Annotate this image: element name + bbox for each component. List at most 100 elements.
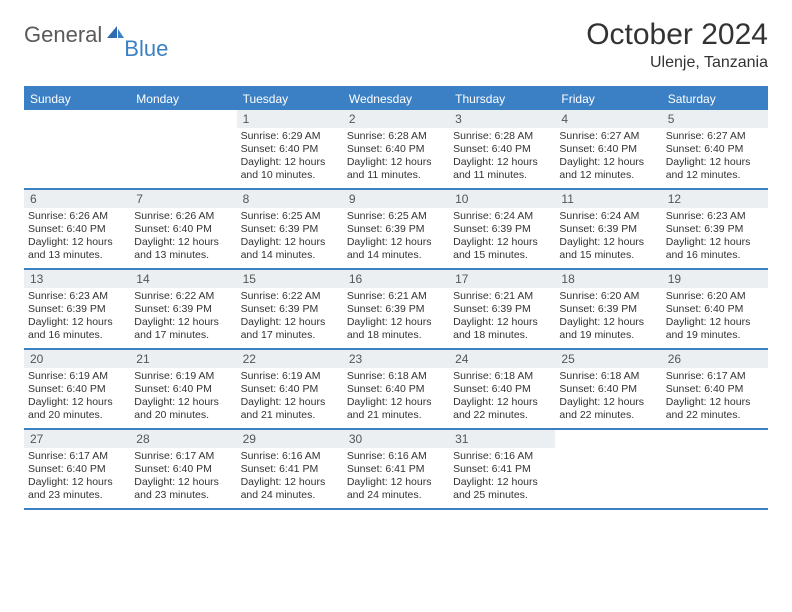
sunset-text: Sunset: 6:40 PM xyxy=(347,383,445,396)
day-body: Sunrise: 6:17 AMSunset: 6:40 PMDaylight:… xyxy=(662,368,768,427)
day-number: 31 xyxy=(449,430,555,448)
day-cell: 6Sunrise: 6:26 AMSunset: 6:40 PMDaylight… xyxy=(24,190,130,268)
day-body: Sunrise: 6:19 AMSunset: 6:40 PMDaylight:… xyxy=(130,368,236,427)
sunrise-text: Sunrise: 6:19 AM xyxy=(241,370,339,383)
sunset-text: Sunset: 6:40 PM xyxy=(241,383,339,396)
day-number: 9 xyxy=(343,190,449,208)
sunrise-text: Sunrise: 6:28 AM xyxy=(347,130,445,143)
sunset-text: Sunset: 6:40 PM xyxy=(134,463,232,476)
daylight-text: Daylight: 12 hours and 20 minutes. xyxy=(134,396,232,422)
day-number: 14 xyxy=(130,270,236,288)
daylight-text: Daylight: 12 hours and 21 minutes. xyxy=(347,396,445,422)
sunrise-text: Sunrise: 6:18 AM xyxy=(453,370,551,383)
location-label: Ulenje, Tanzania xyxy=(586,54,768,72)
day-cell: 14Sunrise: 6:22 AMSunset: 6:39 PMDayligh… xyxy=(130,270,236,348)
sunrise-text: Sunrise: 6:29 AM xyxy=(241,130,339,143)
day-number: 1 xyxy=(237,110,343,128)
sunrise-text: Sunrise: 6:22 AM xyxy=(134,290,232,303)
sunrise-text: Sunrise: 6:16 AM xyxy=(347,450,445,463)
sunset-text: Sunset: 6:39 PM xyxy=(241,303,339,316)
sunset-text: Sunset: 6:39 PM xyxy=(347,223,445,236)
sunrise-text: Sunrise: 6:20 AM xyxy=(559,290,657,303)
day-body: Sunrise: 6:16 AMSunset: 6:41 PMDaylight:… xyxy=(449,448,555,507)
sunset-text: Sunset: 6:40 PM xyxy=(28,223,126,236)
day-number: 18 xyxy=(555,270,661,288)
daylight-text: Daylight: 12 hours and 13 minutes. xyxy=(28,236,126,262)
day-cell: 15Sunrise: 6:22 AMSunset: 6:39 PMDayligh… xyxy=(237,270,343,348)
day-number: 11 xyxy=(555,190,661,208)
brand-logo: General Blue xyxy=(24,18,174,48)
day-body: Sunrise: 6:25 AMSunset: 6:39 PMDaylight:… xyxy=(343,208,449,267)
day-cell: . xyxy=(24,110,130,188)
day-cell: 3Sunrise: 6:28 AMSunset: 6:40 PMDaylight… xyxy=(449,110,555,188)
day-cell: 13Sunrise: 6:23 AMSunset: 6:39 PMDayligh… xyxy=(24,270,130,348)
daylight-text: Daylight: 12 hours and 22 minutes. xyxy=(453,396,551,422)
week-row: 27Sunrise: 6:17 AMSunset: 6:40 PMDayligh… xyxy=(24,430,768,510)
week-row: ..1Sunrise: 6:29 AMSunset: 6:40 PMDaylig… xyxy=(24,110,768,190)
calendar: Sunday Monday Tuesday Wednesday Thursday… xyxy=(24,86,768,510)
day-body: Sunrise: 6:24 AMSunset: 6:39 PMDaylight:… xyxy=(555,208,661,267)
sunset-text: Sunset: 6:39 PM xyxy=(559,303,657,316)
day-body: Sunrise: 6:26 AMSunset: 6:40 PMDaylight:… xyxy=(130,208,236,267)
brand-text-blue: Blue xyxy=(124,36,168,62)
sunset-text: Sunset: 6:41 PM xyxy=(453,463,551,476)
sunrise-text: Sunrise: 6:25 AM xyxy=(241,210,339,223)
sunset-text: Sunset: 6:40 PM xyxy=(453,383,551,396)
sunrise-text: Sunrise: 6:20 AM xyxy=(666,290,764,303)
day-number: 25 xyxy=(555,350,661,368)
sunrise-text: Sunrise: 6:18 AM xyxy=(559,370,657,383)
day-number: 2 xyxy=(343,110,449,128)
daylight-text: Daylight: 12 hours and 15 minutes. xyxy=(453,236,551,262)
day-cell: 7Sunrise: 6:26 AMSunset: 6:40 PMDaylight… xyxy=(130,190,236,268)
day-cell: 26Sunrise: 6:17 AMSunset: 6:40 PMDayligh… xyxy=(662,350,768,428)
daylight-text: Daylight: 12 hours and 20 minutes. xyxy=(28,396,126,422)
day-number: 3 xyxy=(449,110,555,128)
daylight-text: Daylight: 12 hours and 19 minutes. xyxy=(666,316,764,342)
sunrise-text: Sunrise: 6:17 AM xyxy=(666,370,764,383)
sunrise-text: Sunrise: 6:27 AM xyxy=(666,130,764,143)
sunrise-text: Sunrise: 6:23 AM xyxy=(28,290,126,303)
sunset-text: Sunset: 6:39 PM xyxy=(347,303,445,316)
sunset-text: Sunset: 6:40 PM xyxy=(347,143,445,156)
week-row: 13Sunrise: 6:23 AMSunset: 6:39 PMDayligh… xyxy=(24,270,768,350)
sunset-text: Sunset: 6:39 PM xyxy=(241,223,339,236)
day-number: 30 xyxy=(343,430,449,448)
daylight-text: Daylight: 12 hours and 17 minutes. xyxy=(241,316,339,342)
day-cell: 18Sunrise: 6:20 AMSunset: 6:39 PMDayligh… xyxy=(555,270,661,348)
day-number: 8 xyxy=(237,190,343,208)
day-body: Sunrise: 6:18 AMSunset: 6:40 PMDaylight:… xyxy=(449,368,555,427)
daylight-text: Daylight: 12 hours and 22 minutes. xyxy=(666,396,764,422)
sunrise-text: Sunrise: 6:19 AM xyxy=(134,370,232,383)
day-cell: 20Sunrise: 6:19 AMSunset: 6:40 PMDayligh… xyxy=(24,350,130,428)
day-body: Sunrise: 6:17 AMSunset: 6:40 PMDaylight:… xyxy=(130,448,236,507)
day-number: 21 xyxy=(130,350,236,368)
daylight-text: Daylight: 12 hours and 18 minutes. xyxy=(453,316,551,342)
day-body: Sunrise: 6:28 AMSunset: 6:40 PMDaylight:… xyxy=(449,128,555,187)
sunrise-text: Sunrise: 6:25 AM xyxy=(347,210,445,223)
day-number: 27 xyxy=(24,430,130,448)
sunrise-text: Sunrise: 6:16 AM xyxy=(453,450,551,463)
daylight-text: Daylight: 12 hours and 12 minutes. xyxy=(559,156,657,182)
daylight-text: Daylight: 12 hours and 18 minutes. xyxy=(347,316,445,342)
day-body: Sunrise: 6:20 AMSunset: 6:39 PMDaylight:… xyxy=(555,288,661,347)
daylight-text: Daylight: 12 hours and 23 minutes. xyxy=(134,476,232,502)
day-body: Sunrise: 6:29 AMSunset: 6:40 PMDaylight:… xyxy=(237,128,343,187)
day-number: 5 xyxy=(662,110,768,128)
sunrise-text: Sunrise: 6:24 AM xyxy=(559,210,657,223)
sunrise-text: Sunrise: 6:24 AM xyxy=(453,210,551,223)
week-row: 6Sunrise: 6:26 AMSunset: 6:40 PMDaylight… xyxy=(24,190,768,270)
day-cell: 31Sunrise: 6:16 AMSunset: 6:41 PMDayligh… xyxy=(449,430,555,508)
day-body: Sunrise: 6:16 AMSunset: 6:41 PMDaylight:… xyxy=(237,448,343,507)
day-cell: . xyxy=(662,430,768,508)
day-body: Sunrise: 6:16 AMSunset: 6:41 PMDaylight:… xyxy=(343,448,449,507)
day-body: Sunrise: 6:28 AMSunset: 6:40 PMDaylight:… xyxy=(343,128,449,187)
day-number: 23 xyxy=(343,350,449,368)
daylight-text: Daylight: 12 hours and 14 minutes. xyxy=(347,236,445,262)
day-body: Sunrise: 6:23 AMSunset: 6:39 PMDaylight:… xyxy=(662,208,768,267)
sunrise-text: Sunrise: 6:26 AM xyxy=(134,210,232,223)
sunset-text: Sunset: 6:39 PM xyxy=(559,223,657,236)
day-cell: 11Sunrise: 6:24 AMSunset: 6:39 PMDayligh… xyxy=(555,190,661,268)
sunset-text: Sunset: 6:40 PM xyxy=(559,143,657,156)
sunrise-text: Sunrise: 6:27 AM xyxy=(559,130,657,143)
day-number: 17 xyxy=(449,270,555,288)
